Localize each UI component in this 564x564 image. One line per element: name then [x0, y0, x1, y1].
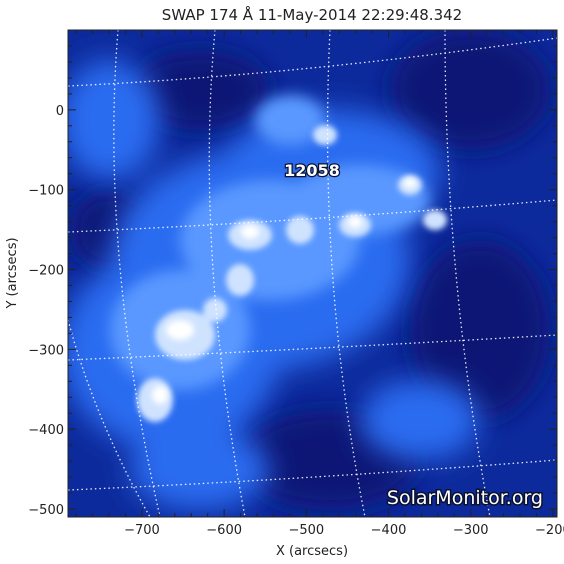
x-tick-label: −300 [453, 523, 489, 538]
x-axis: −700 −600 −500 −400 −300 −200 [75, 30, 564, 538]
x-tick-label: −600 [206, 523, 242, 538]
x-tick-label: −700 [124, 523, 160, 538]
y-tick-label: −100 [28, 184, 64, 199]
x-tick-label: −500 [288, 523, 324, 538]
y-tick-label: −300 [28, 343, 64, 358]
watermark: SolarMonitor.org [387, 487, 543, 509]
y-tick-label: −500 [28, 503, 64, 518]
y-tick-label: 0 [56, 104, 64, 119]
x-tick-label: −200 [535, 523, 564, 538]
y-axis-label: Y (arcsecs) [5, 237, 20, 309]
active-region-label: 12058 [284, 161, 340, 180]
y-axis: 0 −100 −200 −300 −400 −500 [28, 45, 557, 518]
x-axis-label: X (arcsecs) [276, 544, 348, 559]
heliographic-grid [68, 30, 557, 517]
y-tick-label: −200 [28, 264, 64, 279]
solar-image [68, 30, 557, 517]
chart-title: SWAP 174 Å 11-May-2014 22:29:48.342 [162, 5, 462, 24]
y-tick-label: −400 [28, 423, 64, 438]
plot-frame [67, 29, 558, 518]
x-tick-label: −400 [371, 523, 407, 538]
